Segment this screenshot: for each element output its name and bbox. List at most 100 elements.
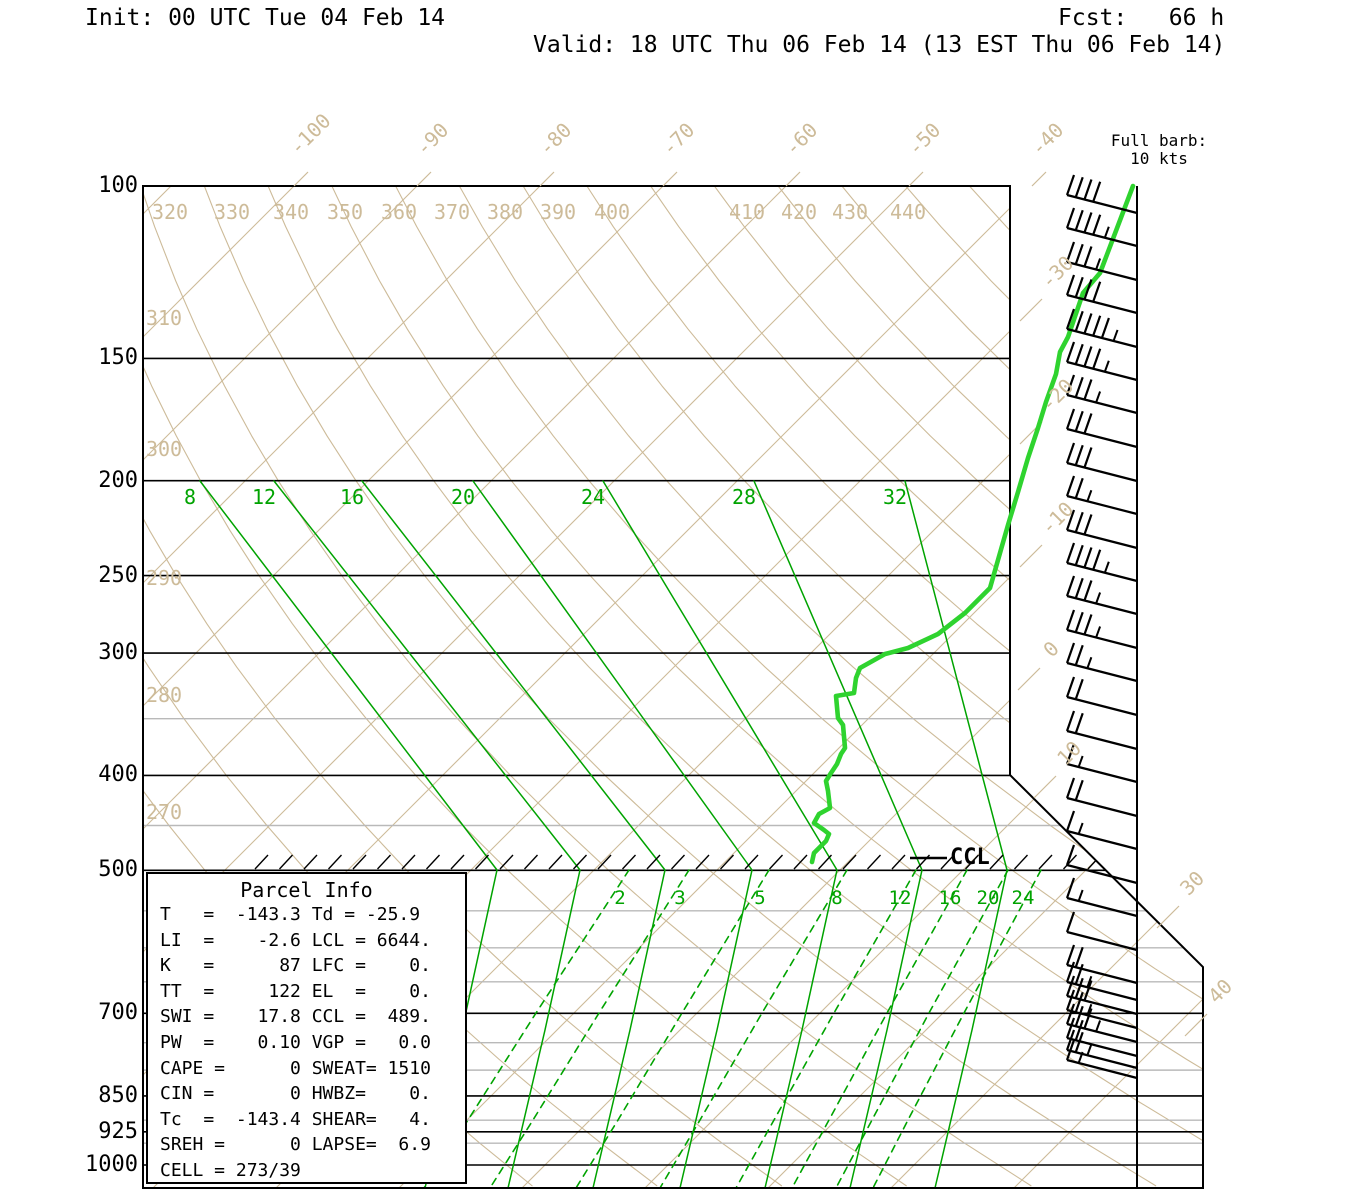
forecast-hour-text: Fcst: 66 h bbox=[1058, 5, 1225, 31]
wind-barb bbox=[1065, 308, 1138, 349]
wind-barb bbox=[1065, 174, 1138, 215]
pressure-label-925: 925 bbox=[98, 1118, 138, 1144]
dry-adiabat-label-360: 360 bbox=[380, 200, 418, 224]
mixing-ratio-label-20: 20 bbox=[976, 887, 1000, 909]
pressure-label-850: 850 bbox=[98, 1082, 138, 1108]
dry-adiabat-label-290: 290 bbox=[145, 566, 183, 590]
mixing-ratio-label-5: 5 bbox=[754, 887, 766, 909]
wind-barb bbox=[1065, 542, 1138, 583]
dry-adiabat-label-340: 340 bbox=[272, 200, 310, 224]
pressure-label-100: 100 bbox=[98, 173, 138, 198]
sounding-trace bbox=[809, 183, 1136, 865]
wind-barb bbox=[1065, 844, 1138, 885]
dry-adiabat-label-390: 390 bbox=[539, 200, 577, 224]
wind-barb bbox=[1065, 207, 1138, 248]
wind-barb bbox=[1065, 475, 1138, 516]
dry-adiabat-label-330: 330 bbox=[213, 200, 251, 224]
parcel-row: CAPE = 0 SWEAT= 1510 bbox=[160, 1057, 431, 1079]
wind-barb bbox=[1065, 975, 1138, 1016]
parcel-info-rows: T = -143.3 Td = -25.9 LI = -2.6 LCL = 664… bbox=[148, 902, 465, 1184]
wind-barb bbox=[1065, 509, 1138, 550]
wind-barb bbox=[1065, 1029, 1138, 1070]
wind-barb bbox=[1065, 1039, 1138, 1080]
ccl-label: CCL bbox=[950, 845, 990, 870]
valid-time-text: Valid: 18 UTC Thu 06 Feb 14 (13 EST Thu … bbox=[533, 32, 1226, 58]
wind-barb bbox=[1065, 810, 1138, 851]
wind-barb bbox=[1065, 989, 1138, 1030]
parcel-row: CIN = 0 HWBZ= 0. bbox=[160, 1083, 431, 1105]
parcel-row: PW = 0.10 VGP = 0.0 bbox=[160, 1031, 431, 1053]
pressure-label-1000: 1000 bbox=[85, 1152, 138, 1177]
moist-adiabats-group bbox=[199, 480, 1008, 1188]
chart-field bbox=[143, 186, 1203, 1188]
parcel-row: SWI = 17.8 CCL = 489. bbox=[160, 1006, 431, 1028]
wind-barb-legend: Full barb: 10 kts bbox=[1094, 132, 1224, 168]
dry-adiabat-label-350: 350 bbox=[326, 200, 364, 224]
mixing-ratio-group bbox=[423, 869, 1042, 1188]
wind-barb bbox=[1065, 575, 1138, 616]
moist-adiabat-label-32: 32 bbox=[882, 485, 908, 509]
moist-adiabat-label-8: 8 bbox=[183, 485, 197, 509]
dry-adiabat-label-400: 400 bbox=[593, 200, 631, 224]
wind-barb bbox=[1065, 944, 1138, 985]
parcel-info-box: Parcel Info T = -143.3 Td = -25.9 LI = -2… bbox=[146, 872, 467, 1184]
pressure-label-300: 300 bbox=[98, 640, 138, 666]
dry-adiabat-label-380: 380 bbox=[486, 200, 524, 224]
dry-adiabat-label-430: 430 bbox=[831, 200, 869, 224]
dry-adiabat-label-410: 410 bbox=[728, 200, 766, 224]
moist-adiabat-label-28: 28 bbox=[731, 485, 757, 509]
moist-adiabat-label-12: 12 bbox=[251, 485, 277, 509]
dry-adiabat-label-420: 420 bbox=[780, 200, 818, 224]
wind-barb bbox=[1065, 374, 1138, 415]
wind-barb bbox=[1065, 961, 1138, 1002]
dry-adiabat-label-270: 270 bbox=[145, 800, 183, 824]
wind-barb bbox=[1065, 777, 1138, 818]
pressure-label-200: 200 bbox=[98, 467, 138, 493]
pressure-label-500: 500 bbox=[98, 857, 138, 883]
wind-barb bbox=[1065, 911, 1138, 952]
dry-adiabat-label-370: 370 bbox=[433, 200, 471, 224]
pressure-label-150: 150 bbox=[98, 345, 138, 371]
wind-barbs-group bbox=[1065, 174, 1138, 1080]
moist-adiabat-label-20: 20 bbox=[450, 485, 476, 509]
chart-border bbox=[142, 185, 1204, 1189]
mixing-ratio-label-16: 16 bbox=[938, 887, 962, 909]
dry-adiabat-label-320: 320 bbox=[151, 200, 189, 224]
mixing-ratio-label-8: 8 bbox=[831, 887, 843, 909]
mixing-ratio-label-12: 12 bbox=[888, 887, 912, 909]
pressure-label-250: 250 bbox=[98, 562, 138, 588]
moist-adiabat-label-16: 16 bbox=[339, 485, 365, 509]
parcel-row: T = -143.3 Td = -25.9 bbox=[160, 904, 421, 925]
wind-barb bbox=[1065, 442, 1138, 483]
wind-barb bbox=[1065, 241, 1138, 282]
dry-adiabat-label-440: 440 bbox=[889, 200, 927, 224]
pressure-label-700: 700 bbox=[98, 1000, 138, 1026]
isotherm-leader-group bbox=[293, 171, 1208, 1037]
parcel-row: TT = 122 EL = 0. bbox=[160, 980, 431, 1002]
mixing-ratio-label-24: 24 bbox=[1011, 887, 1035, 909]
dry-adiabat-label-280: 280 bbox=[145, 683, 183, 707]
wind-barb bbox=[1065, 609, 1138, 650]
parcel-info-title: Parcel Info bbox=[240, 878, 373, 902]
wind-barb bbox=[1065, 710, 1138, 751]
wind-barb bbox=[1065, 743, 1138, 784]
wind-barb bbox=[1065, 341, 1138, 382]
mixing-ratio-label-2: 2 bbox=[614, 887, 626, 909]
init-time-text: Init: 00 UTC Tue 04 Feb 14 bbox=[85, 5, 446, 31]
wind-barb bbox=[1065, 1003, 1138, 1044]
wind-barb bbox=[1065, 642, 1138, 683]
mixing-ratio-label-3: 3 bbox=[674, 887, 686, 909]
barb-legend-line1: Full barb: bbox=[1110, 131, 1208, 150]
parcel-row: Tc = -143.4 SHEAR= 4. bbox=[160, 1108, 431, 1130]
barb-legend-line2: 10 kts bbox=[1130, 149, 1188, 168]
wind-barb bbox=[1065, 408, 1138, 449]
wind-barb bbox=[1065, 676, 1138, 717]
dry-adiabat-label-310: 310 bbox=[145, 306, 183, 330]
parcel-row: K = 87 LFC = 0. bbox=[160, 955, 431, 977]
wind-barb bbox=[1065, 274, 1138, 315]
moist-adiabat-label-24: 24 bbox=[580, 485, 606, 509]
parcel-row: LI = -2.6 LCL = 6644. bbox=[160, 929, 431, 951]
parcel-row: SREH = 0 LAPSE= 6.9 bbox=[160, 1134, 431, 1156]
